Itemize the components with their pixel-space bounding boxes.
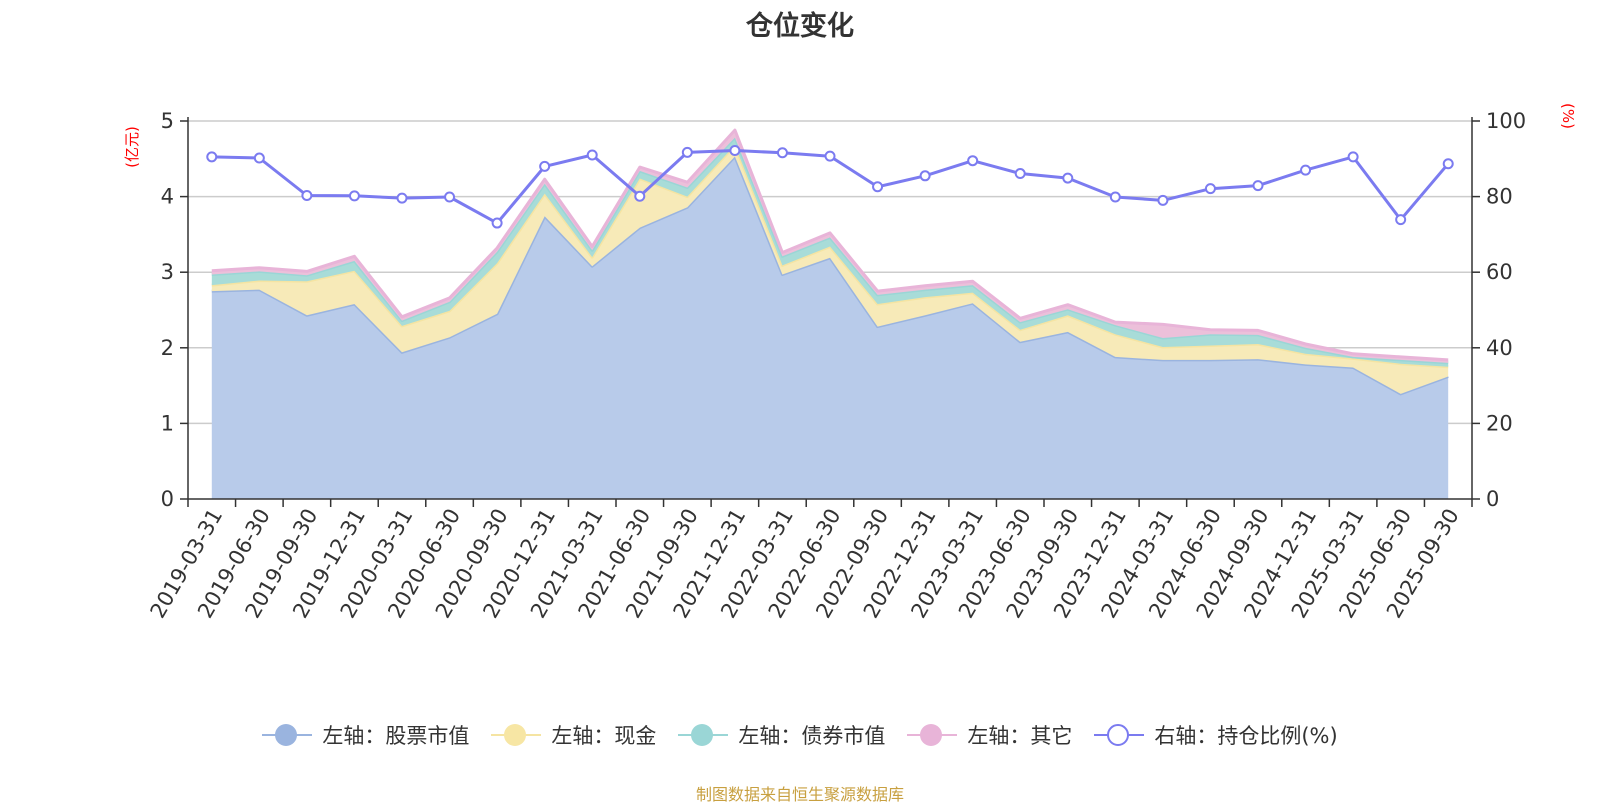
legend-symbol-other-icon [907,723,958,747]
right-axis-unit: (%) [1559,103,1577,129]
legend-symbol-stock-icon [262,723,313,747]
left-tick-label-4: 4 [161,185,174,209]
ratio-point-2025-09-30 [1442,158,1454,170]
legend-item-ratio[interactable]: 右轴：持仓比例(%) [1094,720,1338,750]
ratio-point-2023-06-30 [1014,168,1026,180]
legend-symbol-ratio-icon [1094,723,1145,747]
legend-item-bond[interactable]: 左轴：债券市值 [678,720,885,750]
left-tick-label-5: 5 [161,109,174,133]
stacked-areas [211,128,1449,499]
legend-label-bond: 左轴：债券市值 [738,724,886,748]
chart-title: 仓位变化 [746,11,854,42]
left-axis-unit: (亿元) [123,126,141,168]
right-tick-label-0: 0 [1486,487,1499,511]
ratio-point-2024-12-31 [1300,164,1312,176]
ratio-point-2022-09-30 [872,181,884,193]
ratio-point-2021-12-31 [729,144,741,156]
legend-label-other: 左轴：其它 [967,724,1073,748]
ratio-point-2022-12-31 [919,170,931,182]
ratio-point-2019-12-31 [348,190,360,202]
ratio-point-2020-06-30 [444,191,456,203]
left-tick-label-0: 0 [161,487,174,511]
ratio-point-2025-06-30 [1395,214,1407,226]
legend-item-other[interactable]: 左轴：其它 [907,720,1072,750]
legend-label-ratio: 右轴：持仓比例(%) [1154,724,1338,748]
legend: 左轴：股票市值 左轴：现金 左轴：债券市值 左轴：其它 右轴：持仓比例(%) [0,720,1600,750]
ratio-point-2020-03-31 [396,192,408,204]
ratio-point-2019-06-30 [253,152,265,164]
ratio-point-2023-12-31 [1109,191,1121,203]
right-tick-label-20: 20 [1486,411,1513,435]
right-tick-label-100: 100 [1486,109,1526,133]
data-source-note: 制图数据来自恒生聚源数据库 [695,785,904,804]
ratio-point-2022-06-30 [824,150,836,162]
area-series-0 [211,156,1449,499]
area-line-series-3 [211,128,1449,362]
ratio-point-2022-03-31 [776,147,788,159]
right-tick-label-40: 40 [1486,336,1513,360]
ratio-point-2024-03-31 [1157,194,1169,206]
legend-item-cash[interactable]: 左轴：现金 [491,720,656,750]
legend-symbol-bond-icon [678,723,729,747]
right-tick-label-80: 80 [1486,185,1513,209]
ratio-point-2023-03-31 [967,155,979,167]
ratio-point-2020-09-30 [491,217,503,229]
left-tick-label-2: 2 [161,336,174,360]
ratio-point-2023-09-30 [1062,172,1074,184]
ratio-point-2024-09-30 [1252,180,1264,192]
left-tick-label-3: 3 [161,260,174,284]
ratio-point-2019-09-30 [301,189,313,201]
ratio-line [206,144,1454,229]
ratio-point-2021-06-30 [634,190,646,202]
legend-label-cash: 左轴：现金 [551,724,657,748]
ratio-point-2025-03-31 [1347,151,1359,163]
ratio-point-2019-03-31 [206,151,218,163]
ratio-point-2020-12-31 [539,160,551,172]
legend-label-stock: 左轴：股票市值 [322,724,470,748]
right-tick-label-60: 60 [1486,260,1513,284]
legend-item-stock[interactable]: 左轴：股票市值 [262,720,469,750]
legend-symbol-cash-icon [491,723,542,747]
left-tick-label-1: 1 [161,411,174,435]
ratio-point-2021-03-31 [586,149,598,161]
ratio-point-2021-09-30 [681,146,693,158]
ratio-point-2024-06-30 [1204,183,1216,195]
